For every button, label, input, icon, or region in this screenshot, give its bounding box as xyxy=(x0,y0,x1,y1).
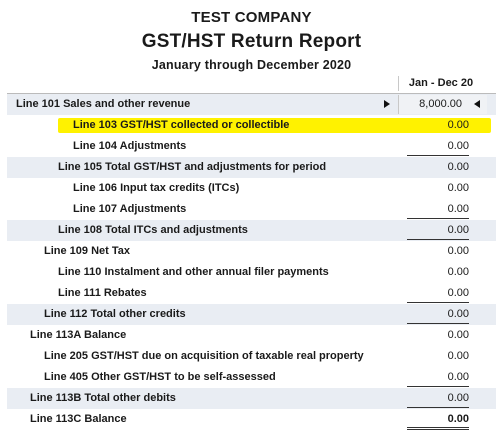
report-period: January through December 2020 xyxy=(151,58,352,72)
report-row-line-205[interactable]: Line 205 GST/HST due on acquisition of t… xyxy=(7,346,496,367)
row-label: Line 103 GST/HST collected or collectibl… xyxy=(73,119,290,131)
company-name: TEST COMPANY xyxy=(191,9,312,26)
row-label: Line 113A Balance xyxy=(30,329,127,341)
report-row-line-104[interactable]: Line 104 Adjustments 0.00 xyxy=(7,136,496,157)
row-label: Line 113C Balance xyxy=(30,413,127,425)
row-value[interactable]: 0.00 xyxy=(447,329,469,341)
report-row-line-101[interactable]: Line 101 Sales and other revenue 8,000.0… xyxy=(7,94,496,115)
report-row-line-112[interactable]: Line 112 Total other credits 0.00 xyxy=(7,304,496,325)
row-value[interactable]: 0.00 xyxy=(407,136,469,156)
report-row-line-113c[interactable]: Line 113C Balance 0.00 xyxy=(7,409,496,430)
row-label: Line 112 Total other credits xyxy=(44,308,186,320)
report-row-line-109[interactable]: Line 109 Net Tax 0.00 xyxy=(7,241,496,262)
row-value[interactable]: 0.00 xyxy=(447,266,469,278)
row-value[interactable]: 0.00 xyxy=(407,304,469,324)
column-header-jan-dec[interactable]: Jan - Dec 20 xyxy=(408,77,474,89)
row-value[interactable]: 0.00 xyxy=(447,161,469,173)
row-value[interactable]: 0.00 xyxy=(407,388,469,408)
column-divider xyxy=(398,76,399,91)
report-row-line-113b[interactable]: Line 113B Total other debits 0.00 xyxy=(7,388,496,409)
row-value[interactable]: 8,000.00 xyxy=(419,98,462,110)
report-row-line-110[interactable]: Line 110 Instalment and other annual fil… xyxy=(7,262,496,283)
row-label: Line 107 Adjustments xyxy=(73,203,187,215)
row-value[interactable]: 0.00 xyxy=(407,283,469,303)
row-label: Line 405 Other GST/HST to be self-assess… xyxy=(44,371,276,383)
report-row-line-108[interactable]: Line 108 Total ITCs and adjustments 0.00 xyxy=(7,220,496,241)
report-title: GST/HST Return Report xyxy=(141,31,362,52)
report-row-line-106[interactable]: Line 106 Input tax credits (ITCs) 0.00 xyxy=(7,178,496,199)
report-row-line-107[interactable]: Line 107 Adjustments 0.00 xyxy=(7,199,496,220)
column-header-row: Jan - Dec 20 xyxy=(7,74,496,94)
row-label: Line 111 Rebates xyxy=(58,287,147,299)
row-label: Line 109 Net Tax xyxy=(44,245,130,257)
row-value[interactable]: 0.00 xyxy=(447,119,469,131)
row-label: Line 205 GST/HST due on acquisition of t… xyxy=(44,350,364,362)
row-value[interactable]: 0.00 xyxy=(407,199,469,219)
triangle-right-icon[interactable] xyxy=(384,100,390,108)
row-value[interactable]: 0.00 xyxy=(407,409,469,430)
report-row-line-113a[interactable]: Line 113A Balance 0.00 xyxy=(7,325,496,346)
report-header: TEST COMPANY GST/HST Return Report Janua… xyxy=(0,0,503,73)
report-row-line-111[interactable]: Line 111 Rebates 0.00 xyxy=(7,283,496,304)
report-row-line-103[interactable]: Line 103 GST/HST collected or collectibl… xyxy=(7,115,496,136)
value-cell-box xyxy=(398,95,487,114)
report-row-line-405[interactable]: Line 405 Other GST/HST to be self-assess… xyxy=(7,367,496,388)
row-label: Line 105 Total GST/HST and adjustments f… xyxy=(58,161,327,173)
triangle-left-icon[interactable] xyxy=(474,100,480,108)
row-value[interactable]: 0.00 xyxy=(447,182,469,194)
row-value[interactable]: 0.00 xyxy=(447,245,469,257)
row-value[interactable]: 0.00 xyxy=(447,350,469,362)
row-label: Line 110 Instalment and other annual fil… xyxy=(58,266,329,278)
row-value[interactable]: 0.00 xyxy=(407,220,469,240)
row-label: Line 106 Input tax credits (ITCs) xyxy=(73,182,240,194)
row-label: Line 113B Total other debits xyxy=(30,392,176,404)
row-value[interactable]: 0.00 xyxy=(407,367,469,387)
row-label: Line 104 Adjustments xyxy=(73,140,187,152)
report-table: Jan - Dec 20 Line 101 Sales and other re… xyxy=(7,74,496,430)
row-label: Line 108 Total ITCs and adjustments xyxy=(58,224,248,236)
highlight-marker xyxy=(58,118,491,133)
report-row-line-105[interactable]: Line 105 Total GST/HST and adjustments f… xyxy=(7,157,496,178)
row-label: Line 101 Sales and other revenue xyxy=(16,98,191,110)
